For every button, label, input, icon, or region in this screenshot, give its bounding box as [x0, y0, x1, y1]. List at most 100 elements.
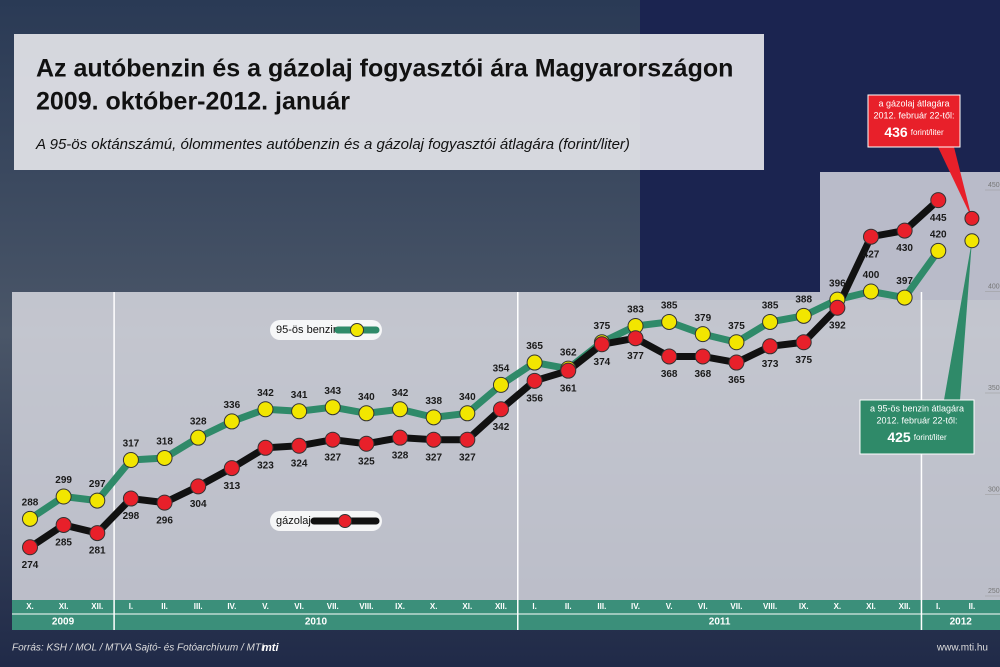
legend-label: gázolaj: [276, 515, 311, 527]
callout-value-line: 436 forint/liter: [884, 124, 944, 140]
x-tick-label: I.: [532, 602, 536, 611]
data-point: [694, 348, 711, 365]
data-point: [459, 405, 476, 422]
x-tick-label: X.: [430, 602, 438, 611]
source: Forrás: KSH / MOL / MTVA Sajtó- és Fotóa…: [12, 643, 264, 654]
callout-value: 425: [887, 429, 911, 445]
data-label: 368: [661, 369, 678, 380]
data-label: 365: [728, 375, 745, 386]
data-label: 304: [190, 499, 207, 510]
data-point: [223, 460, 240, 477]
data-label: 288: [22, 498, 39, 509]
data-label: 383: [627, 305, 644, 316]
y-tick-label: 300: [988, 486, 1000, 493]
data-point: [728, 334, 745, 351]
data-label: 298: [123, 511, 140, 522]
x-tick-label: IX.: [799, 602, 809, 611]
x-tick-label: XI.: [462, 602, 472, 611]
data-point: [627, 330, 644, 347]
data-point: [190, 478, 207, 495]
data-label: 328: [392, 450, 409, 461]
data-point: [526, 354, 543, 371]
data-point: [22, 539, 38, 556]
data-label: 327: [459, 452, 476, 463]
x-tick-label: X.: [26, 602, 34, 611]
month-strip: [12, 600, 1000, 630]
data-label: 296: [156, 515, 173, 526]
data-label: 397: [896, 276, 913, 287]
x-tick-label: IV.: [631, 602, 640, 611]
year-label: 2011: [709, 617, 731, 628]
data-label: 341: [291, 390, 308, 401]
data-label: 430: [896, 243, 913, 254]
data-point: [324, 399, 341, 416]
x-tick-label: XII.: [899, 602, 911, 611]
data-label: 274: [22, 560, 39, 571]
x-tick-label: VII.: [327, 602, 339, 611]
data-label: 375: [594, 321, 611, 332]
data-label: 356: [526, 393, 543, 404]
data-point: [358, 405, 375, 422]
data-point: [526, 372, 543, 389]
x-tick-label: II.: [161, 602, 168, 611]
x-tick-label: XII.: [91, 602, 103, 611]
x-tick-label: XI.: [59, 602, 69, 611]
data-label: 323: [257, 460, 274, 471]
callout-box: [859, 399, 975, 455]
x-tick-label: II.: [969, 602, 976, 611]
series-line: [28, 197, 941, 551]
data-point: [55, 516, 72, 533]
data-point: [661, 313, 678, 330]
data-label: 379: [694, 313, 711, 324]
x-tick-label: V.: [262, 602, 269, 611]
data-point: [661, 348, 678, 365]
data-point: [560, 362, 577, 379]
data-label: 420: [930, 230, 947, 241]
x-tick-label: X.: [834, 602, 842, 611]
data-point: [762, 313, 779, 330]
chart-title: Az autóbenzin és a gázolaj fogyasztói ár…: [36, 55, 733, 83]
x-tick-label: II.: [565, 602, 572, 611]
data-label: 373: [762, 359, 779, 370]
callout-date: 2012. február 22-től:: [876, 415, 957, 425]
data-point: [122, 451, 139, 468]
data-label: 342: [493, 422, 510, 433]
callout-point: [964, 233, 980, 249]
data-point: [593, 336, 610, 353]
data-point: [257, 401, 274, 418]
title-panel: [14, 34, 764, 170]
data-point: [22, 510, 38, 527]
chart-subtitle: A 95-ös oktánszámú, ólommentes autóbenzi…: [35, 136, 630, 153]
data-label: 328: [190, 416, 207, 427]
data-point: [492, 376, 509, 393]
data-label: 336: [223, 400, 240, 411]
callout-value: 436: [884, 124, 908, 140]
data-point: [863, 283, 879, 300]
year-label: 2012: [950, 617, 973, 628]
data-point: [358, 435, 375, 452]
data-point: [324, 431, 341, 448]
x-tick-label: XI.: [866, 602, 876, 611]
data-label: 362: [560, 347, 577, 358]
chart-title: 2009. október-2012. január: [36, 88, 350, 116]
data-label: 400: [863, 270, 880, 281]
data-label: 427: [863, 249, 880, 260]
data-point: [55, 488, 72, 505]
x-tick-label: VIII.: [359, 602, 373, 611]
data-point: [291, 437, 308, 454]
data-point: [89, 525, 106, 542]
x-tick-label: VI.: [698, 602, 708, 611]
year-label: 2009: [52, 617, 75, 628]
callout-point: [964, 210, 980, 226]
data-point: [896, 289, 913, 306]
data-point: [156, 494, 173, 511]
x-tick-label: III.: [194, 602, 203, 611]
data-point: [459, 431, 476, 448]
legend-marker: [350, 323, 364, 337]
data-label: 327: [324, 452, 341, 463]
x-tick-label: IV.: [227, 602, 236, 611]
data-label: 368: [694, 369, 711, 380]
data-point: [257, 439, 274, 456]
data-point: [492, 401, 509, 418]
data-label: 396: [829, 278, 846, 289]
